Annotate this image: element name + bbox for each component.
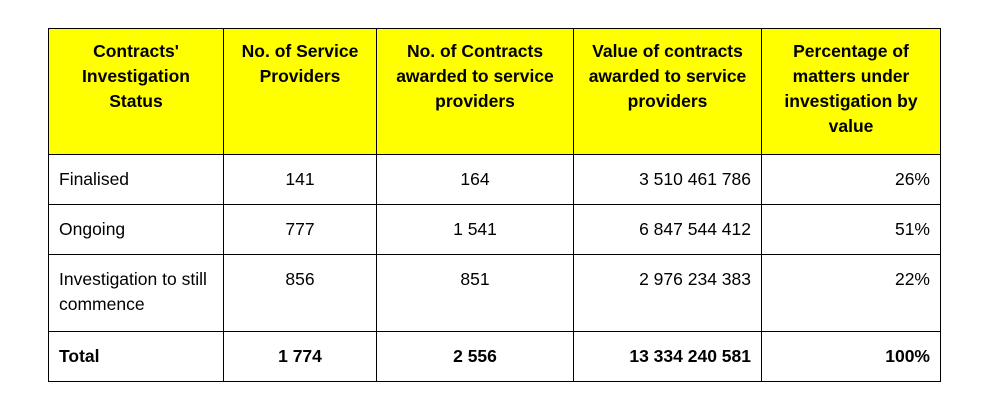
total-percent: 100% <box>761 331 941 382</box>
cell-contracts: 851 <box>376 254 574 332</box>
cell-percent: 51% <box>761 204 941 255</box>
total-value: 13 334 240 581 <box>573 331 762 382</box>
cell-value: 3 510 461 786 <box>573 154 762 205</box>
header-contracts-awarded: No. of Contracts awarded to service prov… <box>376 28 574 155</box>
investigation-status-table: Contracts' Investigation Status No. of S… <box>48 28 941 382</box>
cell-percent: 26% <box>761 154 941 205</box>
cell-providers: 141 <box>223 154 377 205</box>
cell-providers: 777 <box>223 204 377 255</box>
total-row: Total 1 774 2 556 13 334 240 581 100% <box>48 331 941 382</box>
cell-status: Investigation to still commence <box>48 254 224 332</box>
cell-contracts: 1 541 <box>376 204 574 255</box>
cell-status: Finalised <box>48 154 224 205</box>
header-row: Contracts' Investigation Status No. of S… <box>48 28 941 155</box>
cell-providers: 856 <box>223 254 377 332</box>
header-percentage-by-value: Percentage of matters under investigatio… <box>761 28 941 155</box>
cell-status: Ongoing <box>48 204 224 255</box>
total-contracts: 2 556 <box>376 331 574 382</box>
table-row: Investigation to still commence 856 851 … <box>48 254 941 332</box>
cell-contracts: 164 <box>376 154 574 205</box>
header-service-providers: No. of Service Providers <box>223 28 377 155</box>
table-row: Ongoing 777 1 541 6 847 544 412 51% <box>48 204 941 255</box>
total-label: Total <box>48 331 224 382</box>
header-investigation-status: Contracts' Investigation Status <box>48 28 224 155</box>
header-contract-value: Value of contracts awarded to service pr… <box>573 28 762 155</box>
cell-value: 6 847 544 412 <box>573 204 762 255</box>
total-providers: 1 774 <box>223 331 377 382</box>
cell-percent: 22% <box>761 254 941 332</box>
cell-value: 2 976 234 383 <box>573 254 762 332</box>
table-row: Finalised 141 164 3 510 461 786 26% <box>48 154 941 205</box>
